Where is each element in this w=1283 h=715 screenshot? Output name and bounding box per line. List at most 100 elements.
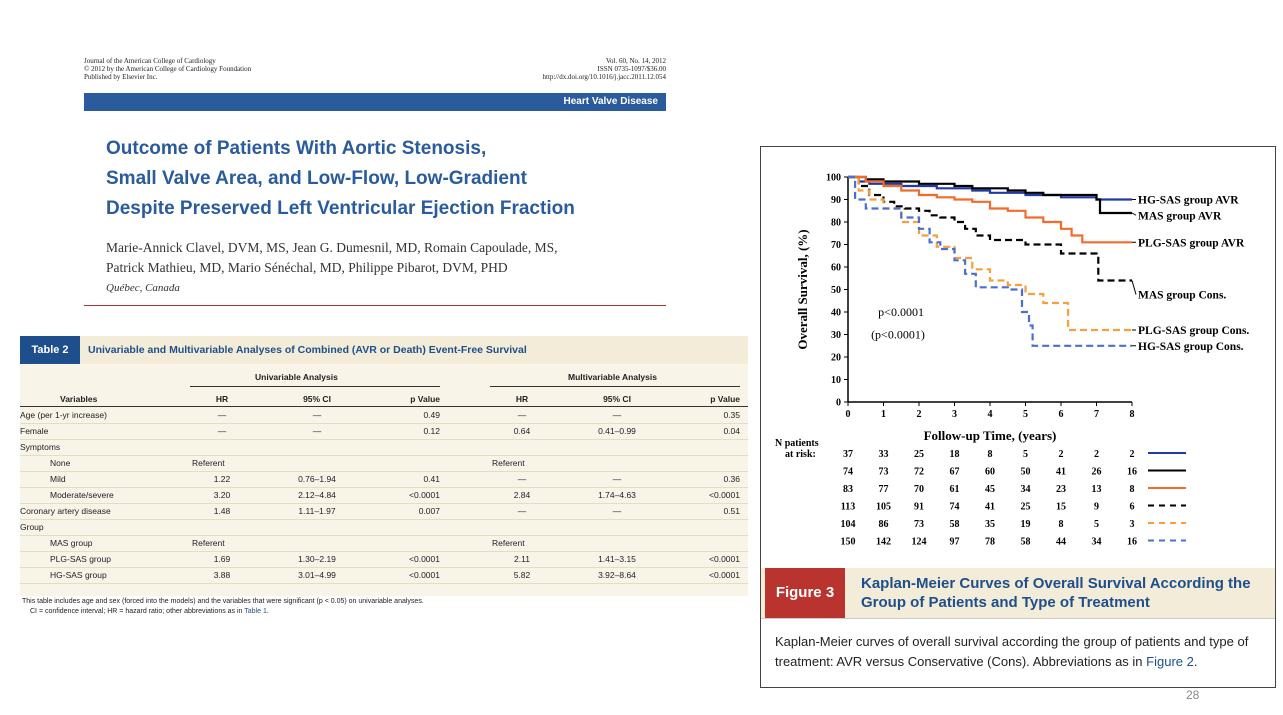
table-cell: 0.41–0.99 bbox=[598, 426, 636, 436]
at-risk-count: 74 bbox=[950, 502, 960, 513]
group-header-multivariable: Multivariable Analysis bbox=[568, 372, 657, 382]
table-cell: Referent bbox=[192, 538, 225, 548]
table-cell: — bbox=[217, 410, 227, 420]
figure-2-link[interactable]: Figure 2 bbox=[1146, 654, 1194, 669]
row-divider bbox=[20, 439, 748, 440]
at-risk-count: 58 bbox=[1021, 537, 1031, 548]
table-2: Table 2 Univariable and Multivariable An… bbox=[20, 336, 748, 616]
group-header-univariable: Univariable Analysis bbox=[255, 372, 338, 382]
y-tick-label: 0 bbox=[836, 398, 841, 409]
table-1-link[interactable]: Table 1 bbox=[244, 608, 267, 615]
table-cell: Referent bbox=[492, 458, 525, 468]
at-risk-count: 104 bbox=[841, 519, 856, 530]
table-number: Table 2 bbox=[20, 336, 80, 364]
table-cell: 5.82 bbox=[513, 570, 531, 580]
risk-table-label: at risk: bbox=[785, 449, 816, 460]
at-risk-count: 2 bbox=[1094, 449, 1099, 460]
at-risk-count: 5 bbox=[1023, 449, 1028, 460]
article-authors: Marie-Annick Clavel, DVM, MS, Jean G. Du… bbox=[106, 238, 557, 278]
row-divider bbox=[20, 503, 748, 504]
row-divider bbox=[20, 487, 748, 488]
rule bbox=[490, 386, 740, 387]
y-tick-label: 80 bbox=[831, 218, 841, 229]
row-divider bbox=[20, 535, 748, 536]
divider bbox=[761, 618, 1275, 619]
at-risk-count: 8 bbox=[1059, 519, 1064, 530]
table-cell: 2.11 bbox=[514, 554, 530, 564]
at-risk-count: 2 bbox=[1059, 449, 1064, 460]
column-header: p Value bbox=[710, 394, 740, 404]
table-cell: — bbox=[312, 426, 322, 436]
at-risk-count: 45 bbox=[985, 484, 995, 495]
table-footnote-abbrev: CI = confidence interval; HR = hazard ra… bbox=[30, 608, 269, 615]
y-tick-label: 100 bbox=[826, 173, 841, 184]
table-cell: <0.0001 bbox=[709, 490, 740, 500]
row-label: MAS group bbox=[50, 538, 93, 548]
at-risk-count: 78 bbox=[985, 537, 995, 548]
at-risk-count: 25 bbox=[1021, 502, 1031, 513]
caption-text: . bbox=[1193, 654, 1198, 669]
y-tick-label: 90 bbox=[831, 195, 841, 206]
journal-doi: http://dx.doi.org/10.1016/j.jacc.2011.12… bbox=[542, 73, 666, 81]
section-bar: Heart Valve Disease bbox=[84, 93, 666, 111]
at-risk-count: 37 bbox=[843, 449, 853, 460]
table-cell: 0.64 bbox=[513, 426, 531, 436]
table-cell: 2.12–4.84 bbox=[298, 490, 336, 500]
at-risk-count: 13 bbox=[1092, 484, 1102, 495]
table-cell: — bbox=[312, 410, 322, 420]
table-cell: 0.41 bbox=[423, 474, 440, 484]
table-cell: 3.20 bbox=[213, 490, 231, 500]
table-cell: 0.49 bbox=[423, 410, 440, 420]
at-risk-count: 19 bbox=[1021, 519, 1031, 530]
journal-volume: Vol. 60, No. 14, 2012 bbox=[605, 57, 666, 65]
table-cell: <0.0001 bbox=[409, 490, 440, 500]
figure-caption: Kaplan-Meier curves of overall survival … bbox=[775, 632, 1265, 672]
column-header: HR bbox=[515, 394, 529, 404]
table-cell: 0.36 bbox=[723, 474, 740, 484]
legend-entry: MAS group AVR bbox=[1138, 210, 1222, 222]
row-label: Group bbox=[20, 522, 44, 532]
table-cell: Referent bbox=[192, 458, 225, 468]
at-risk-count: 41 bbox=[985, 502, 995, 513]
article-title-line: Small Valve Area, and Low-Flow, Low-Grad… bbox=[106, 168, 527, 189]
y-tick-label: 30 bbox=[831, 330, 841, 341]
at-risk-count: 50 bbox=[1021, 467, 1031, 478]
table-body: Univariable Analysis Multivariable Analy… bbox=[20, 364, 748, 596]
table-cell: 0.76–1.94 bbox=[298, 474, 336, 484]
at-risk-count: 15 bbox=[1056, 502, 1066, 513]
table-cell: <0.0001 bbox=[409, 554, 440, 564]
legend-entry: HG-SAS group Cons. bbox=[1138, 341, 1244, 353]
table-cell: — bbox=[517, 410, 527, 420]
article-header: Journal of the American College of Cardi… bbox=[84, 55, 666, 307]
table-cell: 3.92–8.64 bbox=[598, 570, 636, 580]
table-header-band: Table 2 Univariable and Multivariable An… bbox=[20, 336, 748, 364]
at-risk-count: 124 bbox=[912, 537, 927, 548]
row-label: Coronary artery disease bbox=[20, 506, 111, 516]
table-cell: — bbox=[612, 410, 622, 420]
journal-copyright: © 2012 by the American College of Cardio… bbox=[84, 65, 252, 73]
at-risk-count: 70 bbox=[914, 484, 924, 495]
x-tick-label: 5 bbox=[1023, 409, 1028, 420]
rule bbox=[190, 386, 440, 387]
row-label: Female bbox=[20, 426, 49, 436]
table-cell: 1.22 bbox=[213, 474, 231, 484]
row-divider bbox=[20, 583, 748, 584]
y-tick-label: 60 bbox=[831, 263, 841, 274]
y-tick-label: 40 bbox=[831, 308, 841, 319]
section-label: Heart Valve Disease bbox=[563, 96, 658, 107]
table-cell: 1.48 bbox=[213, 506, 231, 516]
row-divider bbox=[20, 455, 748, 456]
table-cell: — bbox=[517, 506, 527, 516]
at-risk-count: 83 bbox=[843, 484, 853, 495]
at-risk-count: 73 bbox=[914, 519, 924, 530]
journal-info: Journal of the American College of Cardi… bbox=[84, 57, 251, 81]
figure-label: Figure 3 bbox=[765, 568, 845, 618]
x-tick-label: 2 bbox=[917, 409, 922, 420]
at-risk-count: 26 bbox=[1092, 467, 1102, 478]
table-footnote: This table includes age and sex (forced … bbox=[22, 598, 424, 605]
table-cell: 1.11–1.97 bbox=[298, 506, 336, 516]
column-header: 95% CI bbox=[603, 394, 631, 404]
y-tick-label: 10 bbox=[831, 375, 841, 386]
authors-line: Patrick Mathieu, MD, Mario Sénéchal, MD,… bbox=[106, 260, 508, 275]
